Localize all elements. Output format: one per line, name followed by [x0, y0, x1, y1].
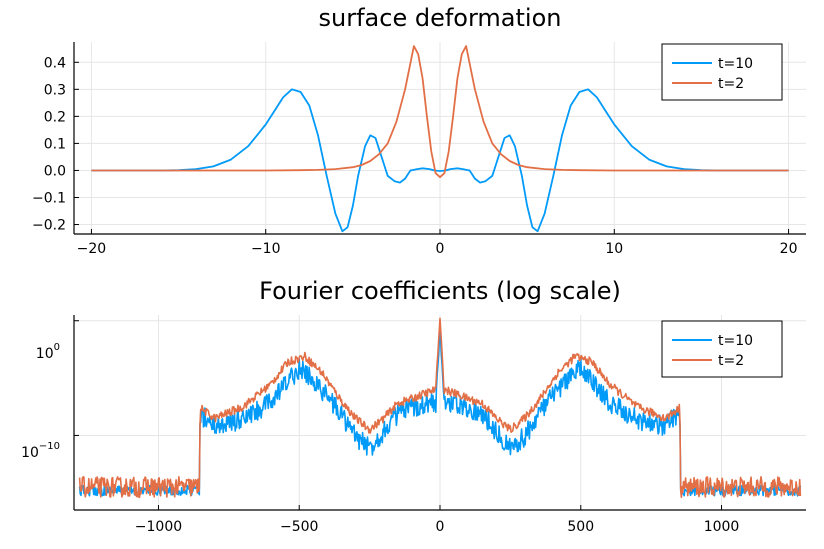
top-chart-y-ticks: −0.2 −0.1 0.0 0.1 0.2 0.3 0.4 [32, 55, 79, 234]
bottom-chart-legend: t=10 t=2 [661, 320, 783, 378]
bottom-panel: Fourier coefficients (log scale) −1000 −5… [21, 277, 806, 535]
bottom-chart-title: Fourier coefficients (log scale) [259, 277, 621, 305]
bottom-x-tick-label: 1000 [704, 519, 740, 535]
bottom-x-tick-label: −1000 [135, 519, 182, 535]
top-y-tick-label: 0.1 [44, 136, 66, 152]
top-y-tick-label: −0.1 [32, 190, 66, 206]
top-chart-legend: t=10 t=2 [661, 43, 783, 101]
bottom-series-line-t=2 [78, 317, 802, 499]
top-chart-series [91, 45, 789, 233]
top-chart-title: surface deformation [319, 4, 562, 32]
top-x-tick-label: 0 [436, 241, 445, 257]
top-x-tick-label: −10 [251, 241, 281, 257]
bottom-chart-series [78, 317, 802, 499]
top-x-tick-label: 20 [780, 241, 798, 257]
top-y-tick-label: 0.3 [44, 82, 66, 98]
top-series-line-t=10 [91, 88, 789, 233]
bottom-x-tick-label: 0 [436, 519, 445, 535]
bottom-x-tick-label: 500 [567, 519, 594, 535]
top-legend-box [661, 43, 783, 101]
top-y-tick-label: 0.2 [44, 109, 66, 125]
bottom-x-tick-label: −500 [280, 519, 318, 535]
top-x-tick-label: −20 [77, 241, 107, 257]
bottom-legend-box [661, 320, 783, 378]
bottom-chart-x-ticks: −1000 −500 0 500 1000 [135, 505, 740, 535]
top-y-tick-label: 0.0 [44, 163, 66, 179]
top-legend-label-t2: t=2 [718, 76, 744, 92]
bottom-legend-label-t10: t=10 [718, 333, 753, 349]
bottom-y-tick-label-1: 10−10 [21, 441, 60, 461]
top-panel: surface deformation −20 −10 0 10 20 −0.2 −0.1… [32, 4, 806, 257]
top-chart-x-ticks: −20 −10 0 10 20 [77, 229, 798, 257]
top-series-line-t=2 [91, 45, 789, 179]
top-y-tick-label: 0.4 [44, 55, 66, 71]
top-x-tick-label: 10 [605, 241, 623, 257]
bottom-chart-y-ticks: 100 10−10 [21, 320, 79, 461]
top-legend-label-t10: t=10 [718, 56, 753, 72]
top-y-tick-label: −0.2 [32, 218, 66, 234]
bottom-legend-label-t2: t=2 [718, 353, 744, 369]
bottom-y-tick-label-0: 100 [36, 342, 60, 362]
